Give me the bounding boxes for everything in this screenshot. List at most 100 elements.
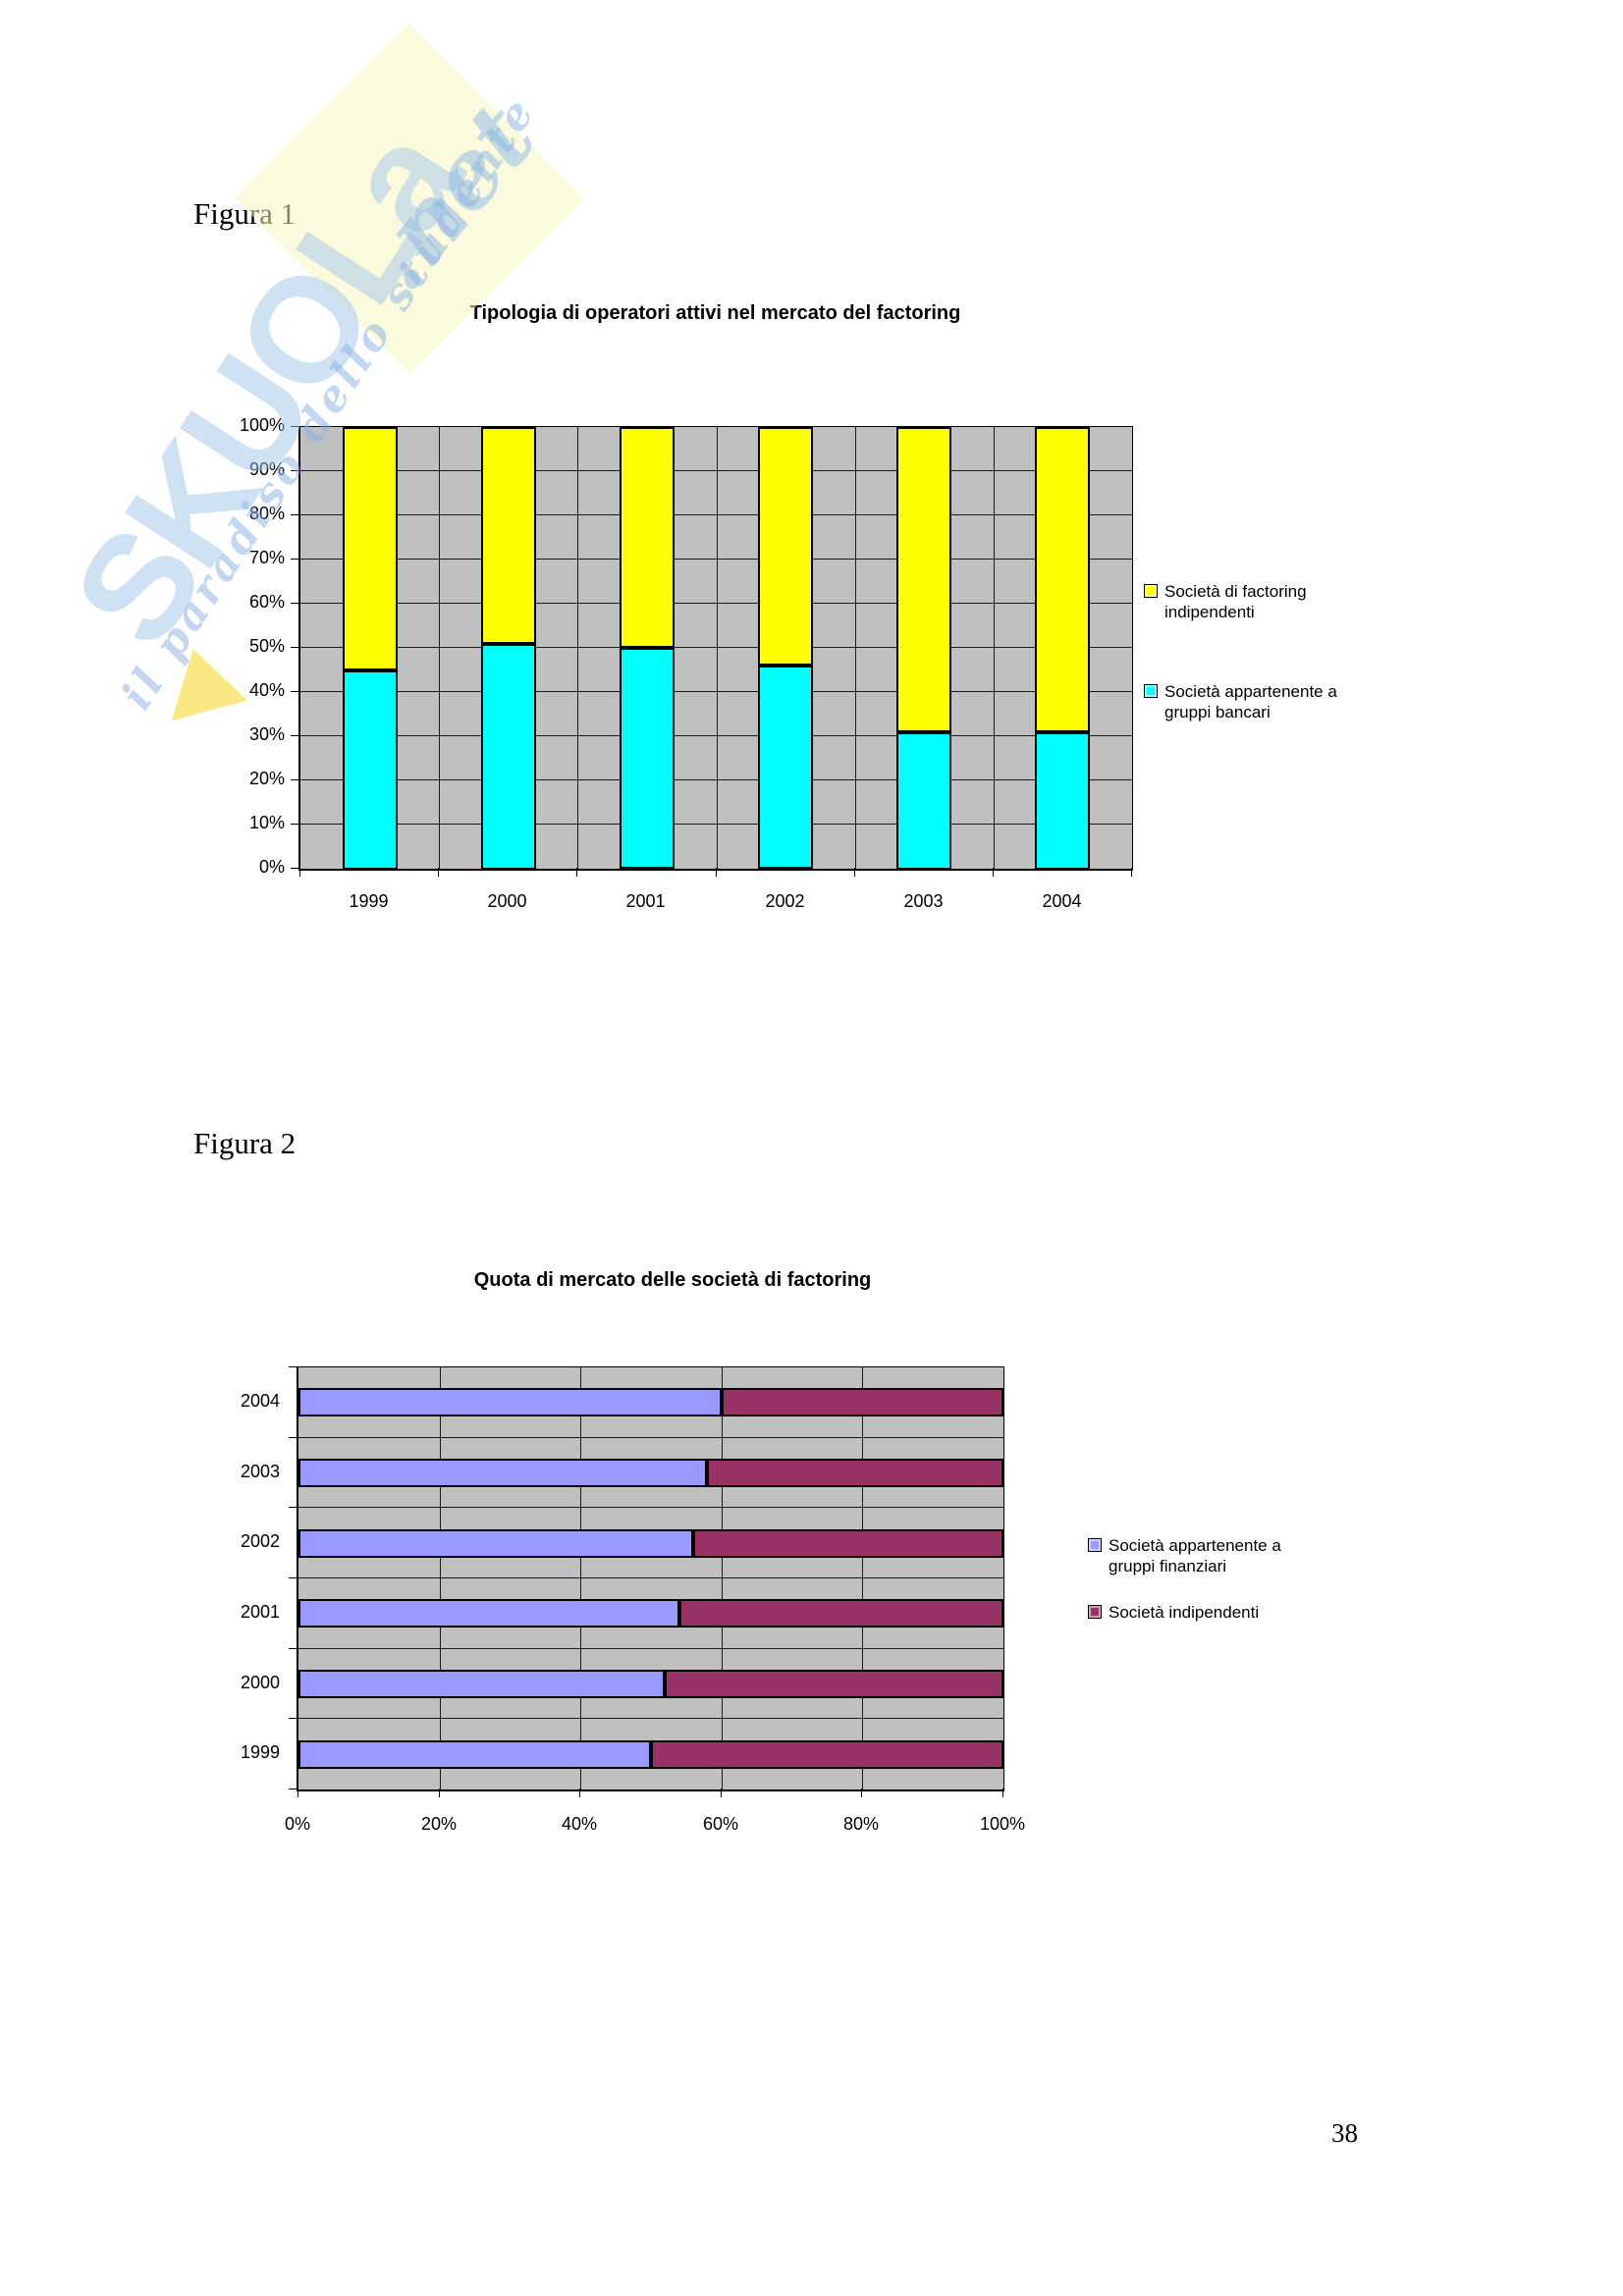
- x-axis-tick: [576, 868, 577, 877]
- x-axis-label: 2001: [625, 891, 666, 911]
- y-axis-line: [298, 427, 300, 871]
- y-axis-label: 80%: [248, 504, 285, 523]
- bar-segment-2001-bancari: [620, 648, 675, 869]
- y-axis-label: 50%: [248, 636, 285, 656]
- bar-segment-2002-indipendenti: [693, 1529, 1003, 1558]
- x-axis-tick: [993, 868, 994, 877]
- x-axis-label: 2000: [487, 891, 527, 911]
- gridline-vertical: [580, 1367, 581, 1789]
- bar-segment-2003-indipendenti: [896, 427, 951, 732]
- gridline-vertical: [440, 1367, 441, 1789]
- gridline-vertical: [439, 427, 440, 869]
- bar-segment-1999-finanziari: [298, 1740, 651, 1769]
- x-axis-tick: [1131, 868, 1132, 877]
- y-axis-tick: [291, 735, 299, 736]
- gridline-horizontal: [300, 735, 1132, 736]
- y-axis-label: 2002: [240, 1531, 280, 1551]
- y-axis-label: 90%: [248, 459, 285, 479]
- chart1-plot-area: [298, 426, 1133, 871]
- bar-segment-1999-bancari: [343, 670, 398, 870]
- y-axis-tick: [289, 1507, 298, 1508]
- gridline-vertical: [722, 1367, 723, 1789]
- page-number: 38: [1331, 2118, 1358, 2148]
- bar-segment-2000-finanziari: [298, 1670, 665, 1698]
- y-axis-tick: [291, 559, 299, 560]
- gridline-horizontal: [300, 470, 1132, 471]
- y-axis-label: 40%: [248, 680, 285, 700]
- x-axis-tick: [299, 868, 300, 877]
- x-axis-label: 20%: [420, 1814, 458, 1834]
- y-axis-tick: [291, 426, 299, 427]
- gridline-vertical: [994, 427, 995, 869]
- chart2-title: Quota di mercato delle società di factor…: [473, 1269, 872, 1291]
- gridline-horizontal: [300, 647, 1132, 648]
- gridline-horizontal: [298, 1437, 1003, 1438]
- gridline-horizontal: [300, 691, 1132, 692]
- x-axis-tick: [439, 1789, 440, 1797]
- chart1-legend: Società di factoring indipendenti Società…: [1144, 581, 1340, 728]
- legend-item: Società appartenente a gruppi finanziari: [1088, 1535, 1289, 1576]
- y-axis-label: 2003: [240, 1462, 280, 1481]
- y-axis-tick: [289, 1366, 298, 1367]
- x-axis-line: [298, 1789, 1004, 1791]
- x-axis-tick: [579, 1789, 580, 1797]
- gridline-vertical: [862, 1367, 863, 1789]
- y-axis-label: 2004: [240, 1391, 280, 1411]
- y-axis-label: 1999: [240, 1742, 280, 1762]
- gridline-horizontal: [298, 1577, 1003, 1578]
- bar-segment-2000-bancari: [481, 644, 536, 870]
- gridline-horizontal: [300, 779, 1132, 780]
- y-axis-tick: [291, 470, 299, 471]
- x-axis-label: 2003: [903, 891, 944, 911]
- y-axis-tick: [291, 824, 299, 825]
- x-axis-label: 40%: [561, 1814, 598, 1834]
- legend-item: Società indipendenti: [1088, 1602, 1289, 1623]
- legend-item-label: Società di factoring indipendenti: [1164, 582, 1307, 621]
- x-axis-tick: [861, 1789, 862, 1797]
- watermark-net-text: .net: [340, 82, 557, 312]
- y-axis-tick: [291, 647, 299, 648]
- bar-segment-2004-indipendenti: [1035, 427, 1090, 732]
- x-axis-tick: [1002, 1789, 1003, 1797]
- x-axis-label: 100%: [979, 1814, 1026, 1834]
- bar-segment-2000-indipendenti: [481, 427, 536, 644]
- x-axis-label: 60%: [702, 1814, 739, 1834]
- x-axis-label: 0%: [284, 1814, 310, 1834]
- bar-segment-2002-indipendenti: [758, 427, 813, 666]
- gridline-horizontal: [300, 824, 1132, 825]
- bar-segment-2004-bancari: [1035, 732, 1090, 870]
- y-axis-tick: [289, 1437, 298, 1438]
- bar-segment-2003-indipendenti: [707, 1459, 1003, 1487]
- x-axis-tick: [854, 868, 855, 877]
- x-axis-label: 2004: [1042, 891, 1082, 911]
- y-axis-tick: [289, 1577, 298, 1578]
- bar-segment-2002-bancari: [758, 666, 813, 869]
- y-axis-label: 100%: [239, 415, 285, 435]
- bar-segment-2001-finanziari: [298, 1599, 679, 1628]
- y-axis-label: 60%: [248, 592, 285, 612]
- bar-segment-1999-indipendenti: [343, 427, 398, 670]
- bar-segment-2003-finanziari: [298, 1459, 707, 1487]
- y-axis-label: 2001: [240, 1602, 280, 1622]
- legend-color-key: [1144, 684, 1158, 698]
- bar-segment-2002-finanziari: [298, 1529, 693, 1558]
- y-axis-tick: [291, 868, 299, 869]
- legend-item-label: Società appartenente a gruppi finanziari: [1109, 1536, 1281, 1575]
- x-axis-tick: [716, 868, 717, 877]
- legend-item-label: Società appartenente a gruppi bancari: [1164, 682, 1337, 721]
- gridline-vertical: [717, 427, 718, 869]
- bar-segment-2001-indipendenti: [620, 427, 675, 648]
- gridline-horizontal: [298, 1648, 1003, 1649]
- legend-item-label: Società indipendenti: [1109, 1603, 1260, 1622]
- gridline-vertical: [855, 427, 856, 869]
- figure1-caption: Figura 1: [193, 196, 297, 231]
- legend-color-key: [1144, 584, 1158, 598]
- y-axis-tick: [289, 1718, 298, 1719]
- legend-item: Società appartenente a gruppi bancari: [1144, 681, 1337, 722]
- figure2-caption: Figura 2: [193, 1126, 297, 1160]
- bar-segment-1999-indipendenti: [651, 1740, 1003, 1769]
- bar-segment-2001-indipendenti: [679, 1599, 1003, 1628]
- y-axis-label: 10%: [248, 813, 285, 832]
- y-axis-tick: [289, 1648, 298, 1649]
